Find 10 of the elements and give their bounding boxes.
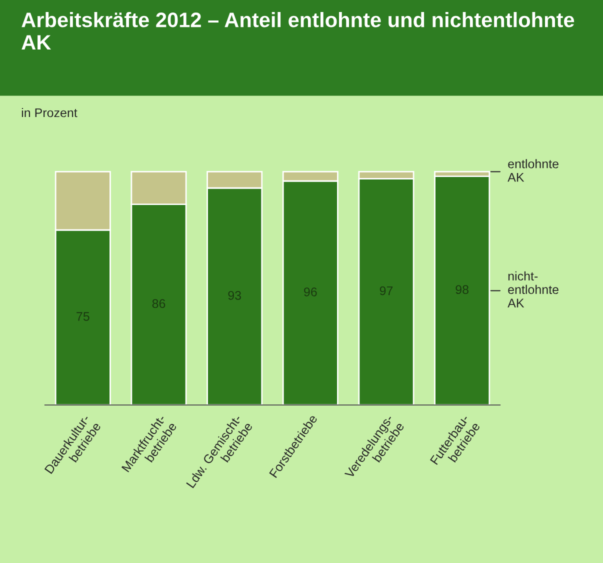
- data-label: 97: [380, 286, 393, 296]
- data-label: 75: [76, 312, 90, 321]
- data-label: 86: [152, 299, 166, 308]
- chart-title: Arbeitskräfte 2012 – Anteil entlohnte und nichtentlohnte AK: [22, 12, 574, 50]
- data-label: 93: [228, 291, 241, 300]
- data-label: 98: [456, 285, 468, 294]
- series-label: nicht- entlohnte AK: [508, 271, 558, 308]
- chart-subtitle: in Prozent: [22, 108, 78, 118]
- series-label: entlohnte AK: [508, 159, 558, 182]
- data-label: 96: [304, 288, 317, 296]
